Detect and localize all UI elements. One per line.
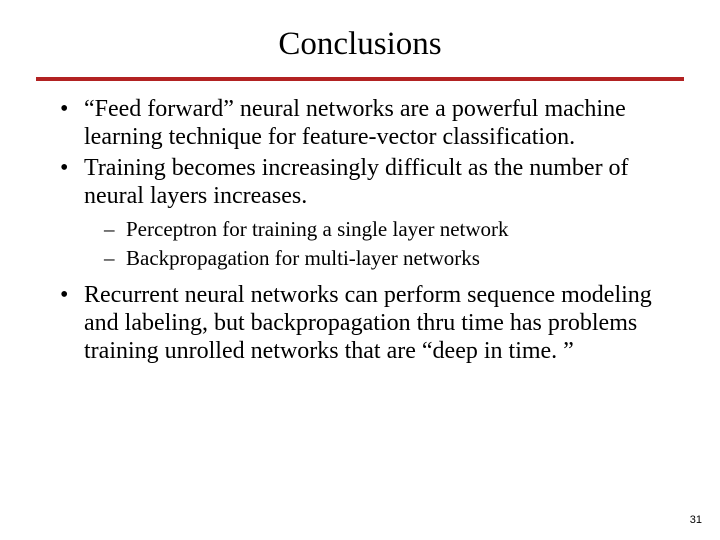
bullet-item: Recurrent neural networks can perform se… bbox=[56, 281, 664, 366]
sub-bullet-item: Backpropagation for multi-layer networks bbox=[104, 245, 664, 271]
sub-bullet-item: Perceptron for training a single layer n… bbox=[104, 216, 664, 242]
bullet-item: “Feed forward” neural networks are a pow… bbox=[56, 95, 664, 152]
slide: Conclusions “Feed forward” neural networ… bbox=[0, 0, 720, 540]
sub-bullet-list: Perceptron for training a single layer n… bbox=[84, 216, 664, 271]
slide-title: Conclusions bbox=[0, 0, 720, 73]
bullet-item: Training becomes increasingly difficult … bbox=[56, 154, 664, 271]
bullet-list: “Feed forward” neural networks are a pow… bbox=[56, 95, 664, 366]
page-number: 31 bbox=[690, 514, 702, 526]
bullet-text: Training becomes increasingly difficult … bbox=[84, 155, 629, 209]
slide-body: “Feed forward” neural networks are a pow… bbox=[0, 81, 720, 366]
